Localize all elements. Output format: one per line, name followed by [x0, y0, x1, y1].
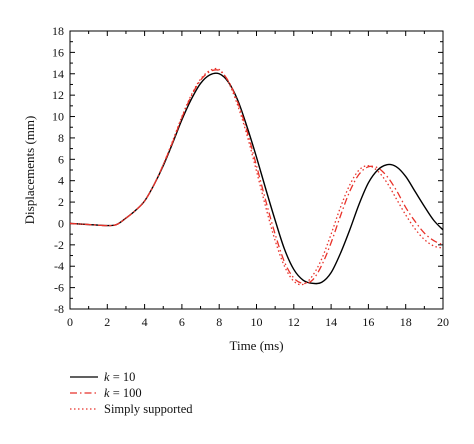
y-tick-label: 12 — [52, 88, 64, 102]
legend-italic-part: k — [104, 386, 110, 400]
y-tick-label: 8 — [58, 131, 64, 145]
x-tick-label: 2 — [104, 315, 110, 329]
series-lines — [69, 67, 444, 286]
x-tick-label: 6 — [179, 315, 185, 329]
legend-text-part: = 100 — [110, 386, 142, 400]
series-line-1 — [69, 72, 444, 285]
legend-text-part: = 10 — [110, 370, 136, 384]
series-line-2 — [69, 69, 444, 285]
y-tick-label: -6 — [54, 281, 64, 295]
y-tick-label: 0 — [58, 216, 64, 230]
x-tick-label: 4 — [142, 315, 148, 329]
y-tick-label: 18 — [52, 24, 64, 38]
x-tick-label: 16 — [362, 315, 374, 329]
y-tick-label: 2 — [58, 195, 64, 209]
x-axis-ticks: 0 2 4 6 8 10 12 14 16 18 20 — [67, 31, 449, 329]
legend-label-1: k = 10 — [104, 370, 135, 384]
y-tick-label: 4 — [58, 174, 64, 188]
legend-label-3: Simply supported — [104, 402, 193, 416]
legend-italic-part: k — [104, 370, 110, 384]
y-tick-label: -4 — [54, 259, 64, 273]
y-tick-label: 6 — [58, 152, 64, 166]
x-tick-label: 20 — [437, 315, 449, 329]
x-tick-label: 0 — [67, 315, 73, 329]
y-tick-label: -8 — [54, 302, 64, 316]
y-tick-label: -2 — [54, 238, 64, 252]
legend-label-2: k = 100 — [104, 386, 142, 400]
y-tick-label: 16 — [52, 45, 64, 59]
y-axis-title: Displacements (mm) — [22, 116, 37, 225]
y-axis-ticks: -8 -6 -4 -2 0 2 4 6 8 10 12 14 16 18 — [52, 24, 443, 316]
x-tick-label: 12 — [288, 315, 300, 329]
x-tick-label: 8 — [216, 315, 222, 329]
x-tick-label: 10 — [251, 315, 263, 329]
y-tick-label: 10 — [52, 110, 64, 124]
x-axis-title: Time (ms) — [229, 338, 283, 353]
series-line-3 — [69, 67, 444, 286]
x-tick-label: 14 — [325, 315, 337, 329]
y-tick-label: 14 — [52, 67, 64, 81]
x-tick-label: 18 — [400, 315, 412, 329]
legend-text-part: Simply supported — [104, 402, 193, 416]
